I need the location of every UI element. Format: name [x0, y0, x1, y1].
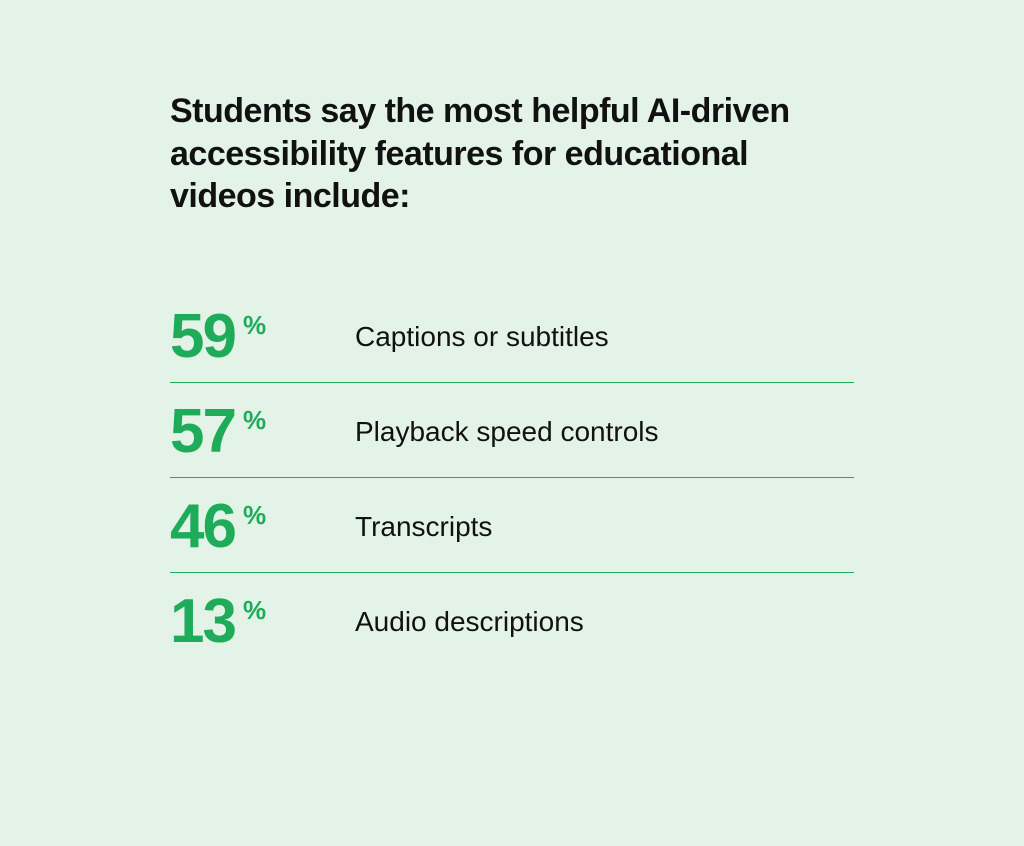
stat-value: 57: [170, 401, 235, 463]
stat-percent: 46 %: [170, 496, 355, 558]
infographic-title: Students say the most helpful AI-driven …: [170, 90, 854, 218]
percent-icon: %: [243, 502, 266, 528]
stat-label: Transcripts: [355, 511, 492, 543]
stats-list: 59 % Captions or subtitles 57 % Playback…: [170, 288, 854, 667]
stat-percent: 59 %: [170, 306, 355, 368]
stat-row: 46 % Transcripts: [170, 477, 854, 572]
stat-label: Playback speed controls: [355, 416, 659, 448]
percent-icon: %: [243, 597, 266, 623]
stat-label: Audio descriptions: [355, 606, 584, 638]
stat-label: Captions or subtitles: [355, 321, 609, 353]
stat-value: 59: [170, 306, 235, 368]
stat-percent: 57 %: [170, 401, 355, 463]
stat-value: 46: [170, 496, 235, 558]
stat-row: 57 % Playback speed controls: [170, 382, 854, 477]
stat-row: 59 % Captions or subtitles: [170, 288, 854, 382]
percent-icon: %: [243, 407, 266, 433]
stat-value: 13: [170, 591, 235, 653]
stat-row: 13 % Audio descriptions: [170, 572, 854, 667]
percent-icon: %: [243, 312, 266, 338]
stat-percent: 13 %: [170, 591, 355, 653]
